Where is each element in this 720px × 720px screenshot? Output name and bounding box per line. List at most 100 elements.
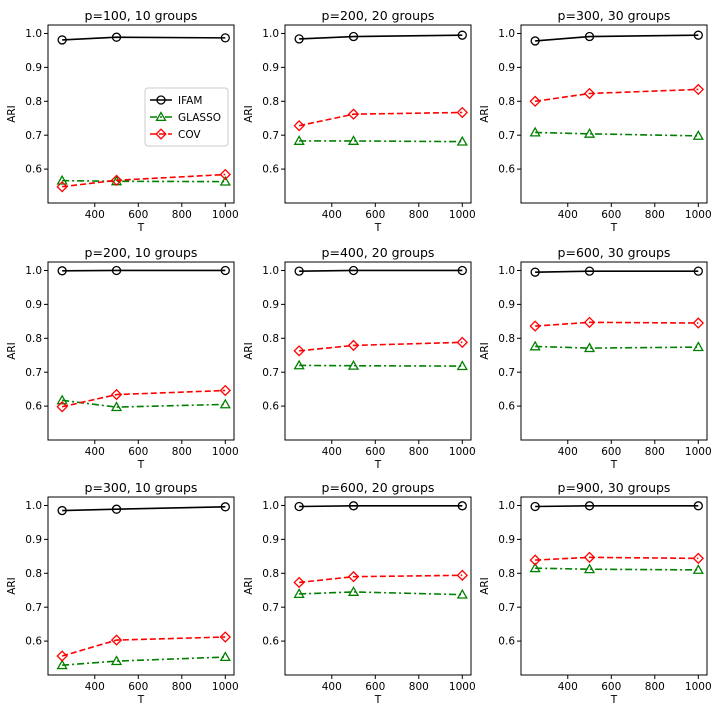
- plot-frame: [47, 24, 235, 204]
- y-tick-label: 1.0: [25, 500, 42, 512]
- series-line-glasso: [62, 399, 226, 408]
- x-tick-label: 800: [409, 681, 429, 693]
- y-tick-label: 1.0: [25, 265, 42, 277]
- data-point-glasso: [456, 588, 468, 599]
- data-point-glasso: [56, 174, 68, 185]
- x-axis-label: T: [137, 222, 145, 234]
- subplot-2: p=200, 20 groups 400 600 800 1000 0.6 0.7 0.8 0.…: [243, 8, 476, 234]
- y-tick-label: 0.7: [262, 367, 279, 379]
- y-tick-label: 0.7: [262, 130, 279, 142]
- data-point-ifam: [530, 267, 540, 277]
- series-line-cov: [61, 636, 226, 657]
- x-tick-label: 800: [645, 446, 665, 458]
- data-point-cov: [347, 570, 360, 583]
- series-line-glasso: [62, 179, 226, 183]
- subplot-title: p=600, 20 groups: [322, 480, 435, 495]
- series-line-ifam: [62, 506, 226, 512]
- data-point-ifam: [348, 265, 359, 276]
- series-line-ifam: [299, 34, 463, 40]
- subplot-3: p=300, 30 groups 400 600 800 1000 0.6 0.7 0.8 0.…: [479, 8, 712, 234]
- data-point-glasso: [347, 586, 360, 596]
- y-axis-label: ARI: [6, 105, 18, 123]
- subplot-6: p=600, 30 groups 400 600 800 1000 0.6 0.7 0.8 0.…: [479, 245, 712, 471]
- x-axis-label: T: [137, 694, 145, 706]
- y-tick-label: 0.6: [498, 636, 515, 648]
- x-tick-label: 400: [85, 446, 105, 458]
- data-point-cov: [56, 401, 68, 413]
- x-tick-label: 600: [128, 681, 148, 693]
- data-point-ifam: [348, 501, 359, 511]
- data-point-cov: [219, 631, 232, 643]
- y-tick-label: 0.8: [25, 568, 42, 580]
- data-point-cov: [456, 336, 469, 349]
- series-line-cov: [535, 321, 699, 327]
- x-tick-label: 800: [172, 209, 192, 221]
- series-line-cov: [535, 556, 699, 561]
- y-tick-label: 0.8: [262, 568, 279, 580]
- x-tick-label: 1000: [212, 209, 239, 221]
- y-axis-label: ARI: [479, 577, 491, 595]
- legend-frame: [144, 87, 229, 147]
- data-point-glasso: [347, 135, 360, 145]
- x-tick-label: 400: [558, 209, 578, 221]
- x-tick-label: 600: [365, 209, 385, 221]
- x-tick-label: 600: [601, 209, 621, 221]
- data-point-glasso: [219, 651, 231, 662]
- y-tick-label: 0.9: [25, 534, 42, 546]
- subplot-5: p=400, 20 groups 400 600 800 1000 0.6 0.7 0.8 0.…: [243, 245, 476, 471]
- data-point-glasso: [692, 130, 704, 140]
- x-axis-label: T: [137, 459, 145, 471]
- y-tick-label: 0.8: [25, 96, 42, 108]
- data-point-ifam: [111, 32, 122, 42]
- y-tick-label: 1.0: [262, 265, 279, 277]
- series-line-glasso: [299, 140, 463, 143]
- plot-frame: [284, 496, 472, 676]
- subplot-title: p=200, 10 groups: [85, 245, 198, 260]
- x-tick-label: 1000: [449, 209, 476, 221]
- y-tick-label: 0.8: [25, 333, 42, 345]
- plot-frame: [284, 261, 472, 441]
- x-tick-label: 1000: [449, 681, 476, 693]
- series-line-glasso: [299, 591, 463, 596]
- series-line-glasso: [535, 345, 699, 349]
- subplot-8: p=600, 20 groups 400 600 800 1000 0.6 0.7 0.8 0.…: [243, 480, 476, 706]
- legend-label-cov: COV: [178, 129, 201, 141]
- x-axis-label: T: [374, 694, 382, 706]
- x-tick-label: 800: [172, 446, 192, 458]
- series-line-ifam: [535, 270, 699, 273]
- data-point-glasso: [347, 359, 360, 370]
- data-point-ifam: [348, 31, 359, 42]
- plot-frame: [284, 24, 472, 204]
- legend-marker-cov: [155, 128, 167, 140]
- data-point-glasso: [456, 360, 468, 371]
- x-tick-label: 800: [409, 446, 429, 458]
- data-point-cov: [110, 388, 123, 401]
- y-tick-label: 0.7: [25, 367, 42, 379]
- subplot-1: p=100, 10 groups 400 600 800 1000 0.6 0.7 0.8 0.…: [6, 8, 239, 234]
- plot-frame: [520, 261, 708, 441]
- y-tick-label: 0.6: [262, 401, 279, 413]
- subplot-9: p=900, 30 groups 400 600 800 1000 0.6 0.7 0.8 0.…: [479, 480, 712, 706]
- y-tick-label: 0.6: [498, 401, 515, 413]
- data-point-cov: [293, 345, 305, 357]
- x-tick-label: 600: [365, 681, 385, 693]
- data-point-cov: [692, 83, 705, 96]
- series-line-ifam: [62, 36, 226, 41]
- data-point-glasso: [529, 126, 541, 137]
- x-tick-label: 600: [128, 209, 148, 221]
- x-tick-label: 400: [322, 209, 342, 221]
- y-tick-label: 0.9: [498, 299, 515, 311]
- subplot-title: p=400, 20 groups: [322, 245, 435, 260]
- x-tick-label: 400: [85, 209, 105, 221]
- y-tick-label: 1.0: [262, 500, 279, 512]
- data-point-glasso: [219, 398, 231, 409]
- y-tick-label: 0.7: [262, 602, 279, 614]
- subplot-title: p=100, 10 groups: [85, 8, 198, 23]
- data-point-ifam: [220, 502, 230, 512]
- x-tick-label: 1000: [685, 446, 712, 458]
- plot-frame: [520, 496, 708, 676]
- data-point-glasso: [110, 401, 123, 412]
- data-point-cov: [529, 554, 541, 566]
- y-axis-label: ARI: [479, 342, 491, 360]
- y-tick-label: 0.8: [262, 333, 279, 345]
